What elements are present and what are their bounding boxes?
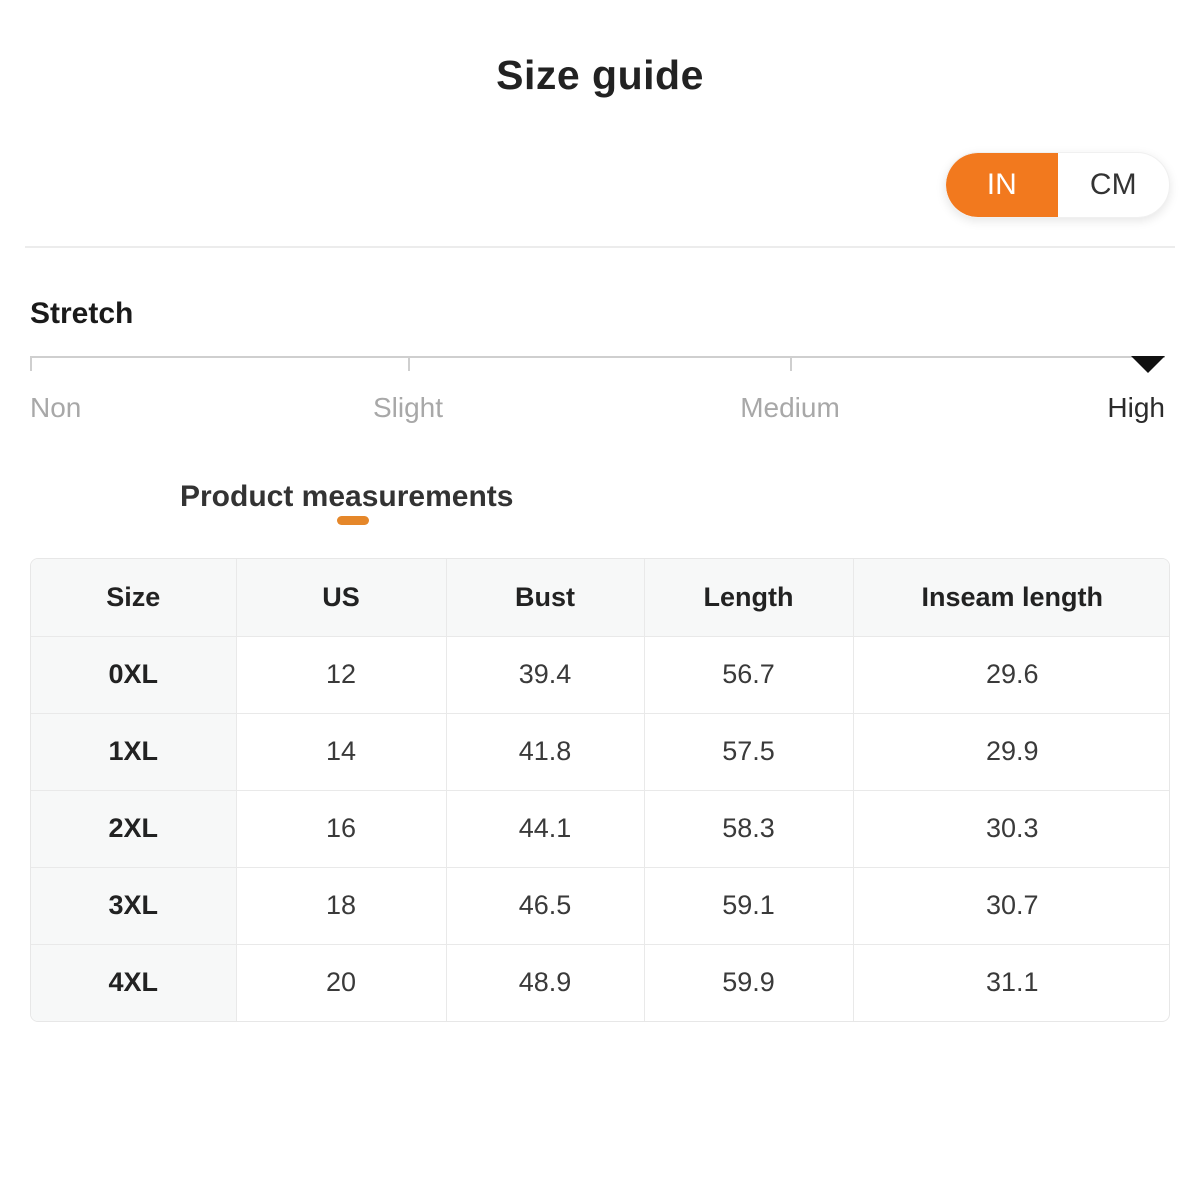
scale-tick bbox=[408, 358, 410, 371]
section-divider bbox=[25, 246, 1175, 248]
measurement-cell: 30.7 bbox=[852, 866, 1169, 945]
size-cell: 2XL bbox=[31, 789, 237, 868]
measurement-cell: 41.8 bbox=[445, 712, 645, 791]
measurement-cell: 12 bbox=[235, 635, 447, 714]
measurement-cell: 20 bbox=[235, 943, 447, 1021]
unit-option-cm[interactable]: CM bbox=[1089, 168, 1137, 201]
stretch-scale: Non Slight Medium High bbox=[30, 356, 1165, 423]
page-title: Size guide bbox=[496, 52, 704, 98]
table-row: 3XL 18 46.5 59.1 30.7 bbox=[31, 866, 1169, 945]
table-row: 1XL 14 41.8 57.5 29.9 bbox=[31, 712, 1169, 791]
size-cell: 4XL bbox=[31, 943, 237, 1021]
col-header-length: Length bbox=[643, 559, 854, 637]
size-cell: 0XL bbox=[31, 635, 237, 714]
table-row: 2XL 16 44.1 58.3 30.3 bbox=[31, 789, 1169, 868]
measurement-cell: 29.9 bbox=[852, 712, 1169, 791]
heading-accent-bar bbox=[337, 516, 369, 525]
measurement-cell: 29.6 bbox=[852, 635, 1169, 714]
measurement-cell: 58.3 bbox=[643, 789, 854, 868]
table-header-row: Size US Bust Length Inseam length bbox=[31, 559, 1169, 637]
measurement-cell: 39.4 bbox=[445, 635, 645, 714]
unit-option-in[interactable]: IN bbox=[946, 153, 1058, 217]
measurement-cell: 18 bbox=[235, 866, 447, 945]
measurement-cell: 56.7 bbox=[643, 635, 854, 714]
unit-toggle: IN CM bbox=[945, 152, 1170, 218]
size-table: Size US Bust Length Inseam length 0XL 12… bbox=[30, 558, 1170, 1022]
scale-tick bbox=[790, 358, 792, 371]
measurement-cell: 46.5 bbox=[445, 866, 645, 945]
table-row: 4XL 20 48.9 59.9 31.1 bbox=[31, 943, 1169, 1021]
measurement-cell: 48.9 bbox=[445, 943, 645, 1021]
measurement-cell: 31.1 bbox=[852, 943, 1169, 1021]
size-cell: 1XL bbox=[31, 712, 237, 791]
measurement-cell: 59.1 bbox=[643, 866, 854, 945]
measurement-cell: 30.3 bbox=[852, 789, 1169, 868]
selected-level-indicator-icon bbox=[1131, 356, 1165, 373]
measurement-cell: 59.9 bbox=[643, 943, 854, 1021]
scale-label-medium: Medium bbox=[740, 392, 840, 423]
col-header-inseam-length: Inseam length bbox=[852, 559, 1169, 637]
size-cell: 3XL bbox=[31, 866, 237, 945]
scale-label-slight: Slight bbox=[372, 392, 444, 423]
scale-label-non: Non bbox=[30, 392, 82, 423]
table-row: 0XL 12 39.4 56.7 29.6 bbox=[31, 635, 1169, 714]
col-header-us: US bbox=[235, 559, 447, 637]
stretch-label: Stretch bbox=[30, 297, 134, 330]
scale-tick bbox=[30, 358, 32, 371]
col-header-bust: Bust bbox=[445, 559, 645, 637]
product-measurements-heading: Product measurements bbox=[180, 480, 514, 513]
measurement-cell: 44.1 bbox=[445, 789, 645, 868]
measurement-cell: 14 bbox=[235, 712, 447, 791]
scale-label-high: High bbox=[1107, 392, 1165, 423]
measurement-cell: 16 bbox=[235, 789, 447, 868]
col-header-size: Size bbox=[31, 559, 237, 637]
measurement-cell: 57.5 bbox=[643, 712, 854, 791]
